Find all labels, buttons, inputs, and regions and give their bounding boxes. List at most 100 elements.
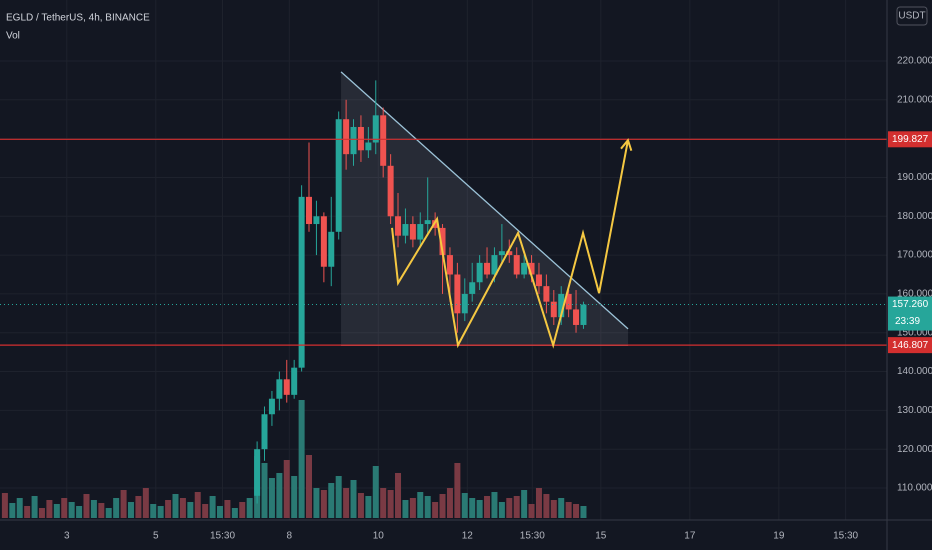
volume-bar [105,508,112,518]
volume-bar [283,460,290,518]
x-tick-label: 8 [287,531,293,542]
candle-body [261,414,268,450]
candle-body [550,301,557,318]
volume-bar [31,496,38,518]
volume-bar [1,493,8,518]
countdown-label: 23:39 [895,316,920,327]
volume-bar [276,473,283,518]
candle-body [484,262,491,275]
candle-body [543,286,550,302]
volume-bar [209,496,216,518]
volume-bar [120,490,127,518]
volume-bar [113,498,120,518]
y-tick-label: 210.000 [897,94,932,105]
volume-bar [320,490,327,518]
volume-bar [142,488,149,518]
candle-body [417,224,424,240]
level-label: 199.827 [892,134,929,145]
triangle-drawing [341,71,629,346]
candle-body [276,379,283,399]
currency[interactable]: USDT [898,11,925,22]
volume-bar [432,502,439,518]
candle-body [365,142,372,151]
candle-body [535,274,542,287]
volume-bar [306,455,313,518]
candle-body [328,231,335,267]
volume-bar [395,473,402,518]
candle-body [268,398,275,415]
volume-bar [61,498,68,518]
volume-bar [16,498,23,518]
y-tick-label: 220.000 [897,56,932,67]
candle-body [446,255,453,275]
candle-body [395,216,402,236]
triangle-edge [340,71,629,330]
candle-body [291,367,298,395]
volume-bar [246,498,253,518]
volume-bar [521,490,528,518]
candle-body [409,224,416,240]
volume-bar [535,488,542,518]
x-tick-label: 15:30 [210,531,235,542]
candle-body [439,227,446,256]
volume-bar [417,492,424,518]
volume-bar [528,504,535,518]
candle-body [454,274,461,314]
volume-bar [550,500,557,518]
volume-bar [261,463,268,518]
x-tick-label: 10 [373,531,385,542]
volume-bar [239,502,246,518]
volume-bar [506,498,513,518]
candle-body [565,293,572,310]
y-tick-label: 170.000 [897,250,932,261]
candle-body [506,251,513,256]
candle-body [491,255,498,275]
volume-bar [98,503,105,518]
candle-body [343,119,350,155]
volume-bar [313,488,320,518]
volume-bar [454,463,461,518]
volume-bar [231,508,238,518]
volume-bar [38,508,45,518]
candle-body [424,220,431,225]
x-tick-label: 19 [773,531,785,542]
volume-bar [165,500,172,518]
candle-body [402,224,409,236]
candle-body [380,115,387,166]
volume-bar [380,488,387,518]
volume-bar [76,506,83,518]
candle-body [558,293,565,318]
candle-body [306,196,313,225]
candle-body [372,115,379,143]
candle-body [498,251,505,256]
x-tick-label: 5 [153,531,159,542]
candle-body [283,379,290,395]
volume-bar [580,506,587,518]
candle-body [387,165,394,217]
volume-bar [424,496,431,518]
volume-bar [298,400,305,518]
candle-body [335,119,342,232]
volume-bar [513,496,520,518]
volume-bar [335,476,342,518]
volume-bar [172,494,179,518]
level-label: 146.807 [892,340,929,351]
volume-bar [350,480,357,518]
volume-label: Vol [6,31,20,42]
candle-body [313,216,320,225]
y-tick-label: 180.000 [897,211,932,222]
candle-body [298,196,305,368]
last-price-box [888,296,932,331]
y-tick-label: 120.000 [897,444,932,455]
volume-bar [372,466,379,518]
volume-bar [46,500,53,518]
y-tick-label: 190.000 [897,172,932,183]
volume-bar [558,498,565,518]
volume-bar [127,502,134,518]
y-tick-label: 110.000 [897,483,932,494]
currency-box[interactable] [896,6,928,26]
volume-bar [439,494,446,518]
volume-bar [565,502,572,518]
